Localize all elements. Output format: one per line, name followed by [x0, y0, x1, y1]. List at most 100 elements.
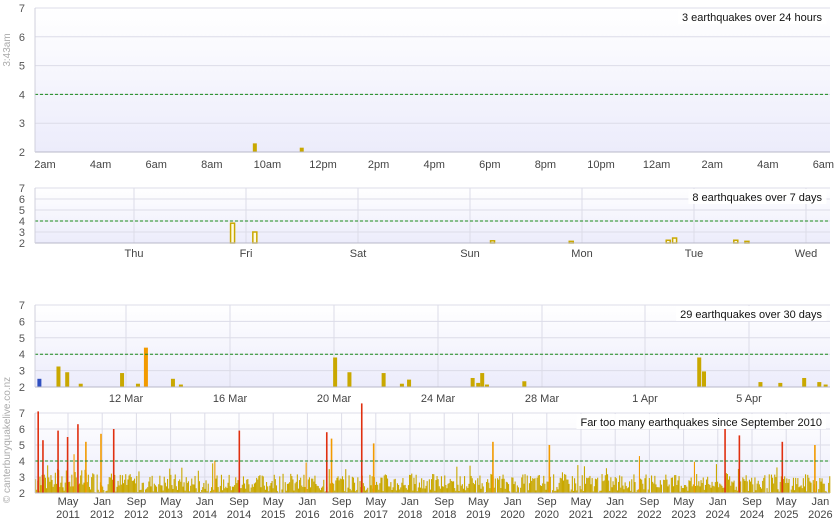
activity-bar: [823, 483, 825, 493]
activity-bar: [665, 474, 667, 493]
activity-bar: [502, 474, 504, 493]
activity-bar: [316, 485, 318, 493]
activity-bar: [301, 485, 303, 493]
activity-bar: [388, 486, 390, 493]
activity-bar: [43, 474, 45, 493]
activity-bar: [367, 487, 369, 493]
activity-bar: [313, 481, 315, 493]
activity-bar: [398, 484, 400, 493]
activity-bar: [641, 479, 643, 493]
quake-bar: [781, 441, 784, 493]
activity-bar: [400, 487, 402, 493]
activity-bar: [50, 475, 52, 493]
activity-bar: [655, 484, 657, 493]
x-tick-label: 2015: [261, 509, 285, 521]
chart-24-hours: 2 3 4 5 6 7 2am 4am 6am 8am 10am 12pm 2pm 4pm 6pm 8pm 10…: [19, 3, 834, 171]
activity-bar: [501, 478, 503, 493]
activity-bar: [352, 477, 354, 493]
quake-bar: [252, 143, 257, 152]
activity-bar: [494, 478, 496, 493]
activity-bar: [725, 473, 727, 493]
x-tick-label: 2011: [56, 509, 80, 521]
activity-bar: [371, 476, 373, 493]
activity-bar: [189, 491, 191, 493]
activity-bar: [726, 473, 728, 493]
activity-bar: [157, 491, 159, 493]
activity-bar: [312, 478, 314, 493]
activity-bar: [132, 480, 134, 493]
activity-bar: [231, 486, 233, 493]
activity-bar: [211, 487, 213, 493]
activity-bar: [657, 487, 659, 493]
caption-bg: [676, 306, 827, 321]
activity-bar: [260, 487, 262, 493]
activity-bar: [192, 484, 194, 493]
activity-bar: [460, 485, 462, 493]
activity-bar: [334, 490, 336, 493]
activity-bar: [139, 490, 141, 493]
activity-bar: [514, 481, 516, 493]
quake-bar: [697, 357, 702, 387]
activity-bar: [614, 477, 616, 493]
activity-bar: [680, 485, 682, 493]
activity-bar: [267, 486, 269, 493]
activity-bar: [819, 478, 821, 493]
quake-bar: [548, 445, 551, 493]
activity-bar: [304, 486, 306, 493]
activity-bar: [235, 477, 237, 493]
activity-bar: [723, 487, 725, 493]
activity-bar: [106, 490, 108, 493]
y-tick-label: 3: [19, 118, 25, 130]
activity-bar: [160, 485, 162, 493]
activity-bar: [825, 491, 827, 493]
activity-bar: [748, 479, 750, 493]
activity-bar: [282, 473, 284, 493]
activity-bar: [768, 474, 770, 493]
activity-bar: [545, 489, 547, 493]
x-tick-label: 4am: [757, 159, 778, 171]
activity-bar: [576, 490, 578, 493]
activity-bar: [135, 483, 137, 493]
caption-bg: [576, 414, 826, 429]
activity-bar: [658, 487, 660, 493]
x-tick-label: 10am: [254, 159, 282, 171]
activity-bar: [593, 486, 595, 493]
y-tick-label: 4: [19, 89, 25, 101]
activity-bar: [87, 474, 89, 493]
activity-bar: [570, 489, 572, 493]
activity-bar: [384, 474, 386, 493]
activity-bar: [523, 483, 525, 493]
activity-bar: [790, 489, 792, 493]
activity-bar: [784, 476, 786, 493]
activity-bar: [62, 487, 64, 493]
activity-bar: [97, 489, 99, 493]
y-tick-label: 5: [19, 205, 25, 217]
activity-bar: [788, 479, 790, 493]
activity-bar: [626, 488, 628, 493]
activity-bar: [805, 474, 807, 493]
activity-bar: [206, 491, 208, 493]
activity-bar: [720, 484, 722, 493]
activity-bar: [597, 477, 599, 493]
activity-bar: [152, 491, 154, 493]
activity-bar: [405, 488, 407, 493]
x-tick-label: Jan: [812, 496, 830, 508]
activity-bar: [575, 483, 577, 493]
activity-bar: [124, 479, 126, 493]
activity-bar: [140, 489, 142, 493]
activity-bar: [625, 485, 627, 493]
activity-bar: [73, 454, 75, 493]
activity-bar: [119, 474, 121, 493]
activity-bar: [643, 489, 645, 493]
activity-bar: [118, 485, 120, 493]
y-tick-label: 5: [19, 61, 25, 73]
activity-bar: [60, 482, 62, 493]
activity-bar: [343, 479, 345, 493]
activity-bar: [513, 484, 515, 493]
activity-bar: [293, 490, 295, 493]
activity-bar: [393, 479, 395, 493]
quake-bar: [238, 430, 241, 493]
activity-bar: [471, 478, 473, 493]
activity-bar: [448, 483, 450, 493]
activity-bar: [568, 483, 570, 493]
